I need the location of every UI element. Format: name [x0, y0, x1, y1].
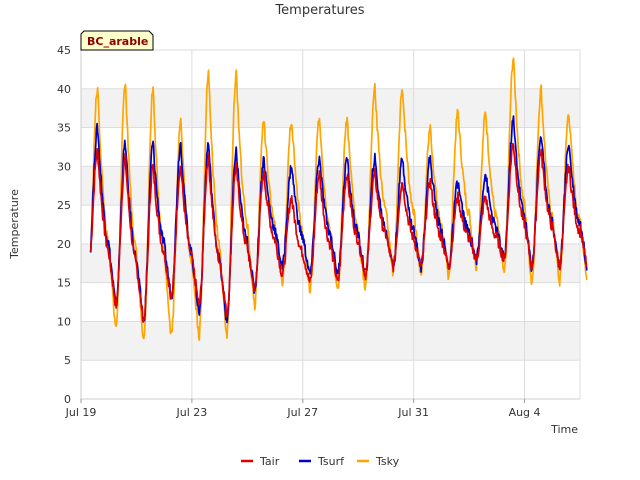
x-tick-label: Aug 4 [509, 406, 541, 419]
x-tick-label: Jul 23 [176, 406, 208, 419]
y-axis-label: Temperature [8, 189, 21, 260]
legend-label: Tsky [375, 455, 400, 468]
legend-label: Tair [259, 455, 280, 468]
y-tick-label: 40 [57, 83, 71, 96]
chart-title: Temperatures [274, 3, 364, 18]
y-tick-label: 45 [57, 44, 71, 57]
y-axis-ticks: 0 5 10 15 20 25 30 35 40 45 [57, 44, 71, 406]
x-tick-label: Jul 31 [397, 406, 429, 419]
y-tick-label: 35 [57, 122, 71, 135]
site-badge: BC_arable [80, 30, 154, 51]
series-line-tsky [89, 57, 588, 341]
legend: Tair Tsurf Tsky [241, 455, 400, 468]
y-tick-label: 0 [64, 393, 71, 406]
legend-item-tsurf[interactable]: Tsurf [299, 455, 345, 468]
x-tick-label: Jul 19 [65, 406, 97, 419]
y-tick-label: 10 [57, 315, 71, 328]
grid-band [81, 166, 580, 206]
x-axis-label: Time [550, 423, 578, 436]
y-tick-label: 20 [57, 238, 71, 251]
y-tick-label: 15 [57, 277, 71, 290]
grid-band [81, 88, 580, 128]
legend-item-tair[interactable]: Tair [241, 455, 280, 468]
plot-background [81, 50, 580, 399]
y-tick-label: 25 [57, 199, 71, 212]
y-tick-label: 5 [64, 354, 71, 367]
y-tick-label: 30 [57, 160, 71, 173]
series-lines [89, 57, 588, 341]
grid-band [81, 321, 580, 361]
x-axis-ticks: Jul 19 Jul 23 Jul 27 Jul 31 Aug 4 [65, 399, 541, 419]
legend-label: Tsurf [317, 455, 345, 468]
legend-item-tsky[interactable]: Tsky [357, 455, 400, 468]
site-badge-label: BC_arable [87, 35, 148, 48]
series-line-tair [89, 142, 588, 323]
x-tick-label: Jul 27 [286, 406, 318, 419]
